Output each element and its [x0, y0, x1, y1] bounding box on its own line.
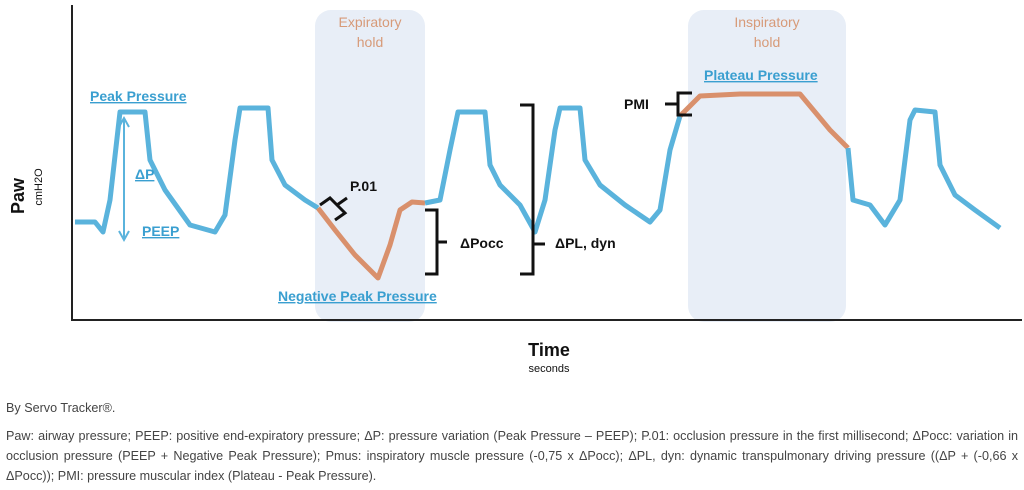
label: ΔPocc [460, 235, 504, 251]
occlusion-waveform [316, 199, 426, 281]
x-unit: seconds [529, 363, 570, 375]
label: P.01 [350, 178, 377, 194]
y-title: Paw [8, 177, 28, 214]
inspiratory-region [688, 10, 846, 322]
label: ΔP [135, 166, 154, 182]
diagram: Expiratory hold Inspiratory hold Peak Pr… [8, 5, 1022, 375]
label: Plateau Pressure [704, 67, 818, 83]
caption-text: Paw: airway pressure; PEEP: positive end… [6, 429, 1018, 483]
arrow-heads [118, 115, 130, 243]
brackets [319, 91, 692, 276]
caption-source: By Servo Tracker®. [6, 401, 116, 415]
y-unit: cmH2O [33, 168, 45, 206]
label: Negative Peak Pressure [278, 288, 437, 304]
label: ΔPL, dyn [555, 235, 616, 251]
region-label: hold [754, 34, 780, 50]
label: PMI [624, 96, 649, 112]
region-label: hold [357, 34, 383, 50]
label: Peak Pressure [90, 88, 187, 104]
region-label: Inspiratory [734, 14, 799, 30]
waveform [424, 105, 683, 235]
plateau-waveform [678, 91, 850, 150]
expiratory-region [315, 10, 425, 322]
x-title: Time [528, 340, 570, 360]
region-label: Expiratory [338, 14, 401, 30]
label: PEEP [142, 223, 179, 239]
waveform [75, 105, 320, 235]
caption: By Servo Tracker®. Paw: airway pressure;… [6, 398, 1018, 486]
waveform [845, 107, 1002, 231]
